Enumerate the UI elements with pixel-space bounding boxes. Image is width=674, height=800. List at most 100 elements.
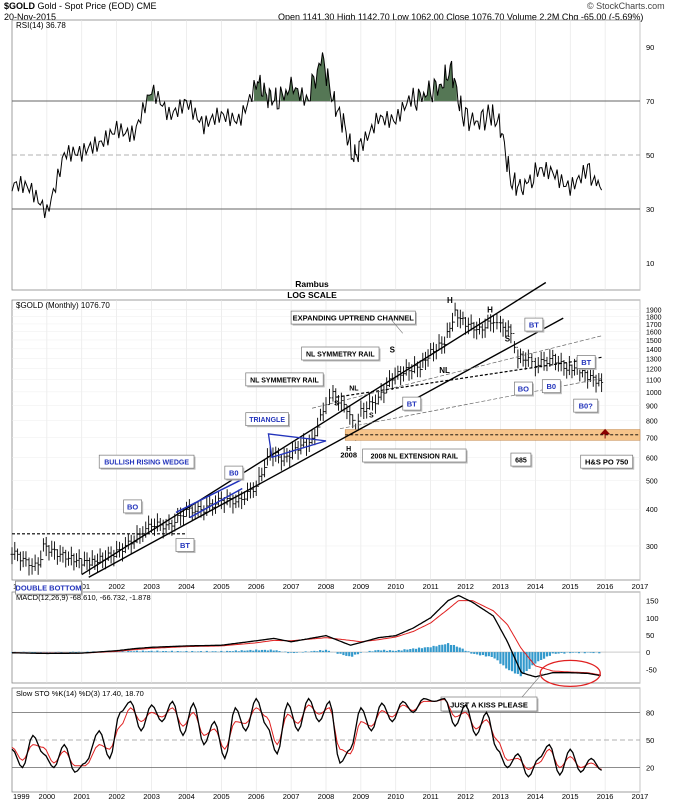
- label-bo-question-box: [573, 398, 599, 413]
- header-brand: © StockCharts.com: [587, 1, 665, 11]
- price-y-tick-label: 300: [646, 544, 658, 551]
- macd-histogram-bar: [290, 652, 293, 653]
- macd-histogram-bar: [205, 650, 208, 653]
- macd-histogram-bar: [351, 652, 354, 657]
- macd-histogram-bar: [313, 650, 316, 653]
- macd-histogram-bar: [319, 650, 322, 653]
- label-expanding-channel-box: [290, 310, 416, 325]
- label-bt-2004: BT: [180, 541, 190, 550]
- macd-histogram-bar: [449, 644, 453, 653]
- label-bo-2002: BO: [127, 502, 138, 511]
- macd-histogram-bar: [144, 651, 147, 653]
- macd-histogram-bar: [266, 650, 269, 653]
- rsi-overbought-fill: [418, 88, 421, 101]
- label-just-a-kiss-box: [440, 696, 538, 712]
- label-bo-2014: B0: [547, 382, 557, 391]
- macd-histogram-bar: [577, 652, 581, 654]
- macd-histogram-bar: [525, 652, 528, 672]
- rsi-y-tick-label: 10: [646, 259, 654, 268]
- macd-histogram-bar: [470, 652, 473, 654]
- macd-histogram-bar: [133, 651, 136, 653]
- macd-histogram-bar: [429, 647, 432, 653]
- macd-histogram-bar: [272, 650, 275, 653]
- macd-histogram-bar: [353, 652, 357, 655]
- price-x-tick-label: 2013: [492, 582, 509, 591]
- macd-histogram-bar: [510, 652, 514, 672]
- label-s-2008: S: [334, 400, 339, 407]
- macd-histogram-bar: [321, 650, 325, 653]
- macd-histogram-bar: [138, 651, 142, 653]
- label-hs-po: H&S PO 750: [585, 458, 628, 467]
- price-subtitle: LOG SCALE: [287, 290, 337, 300]
- macd-histogram-bar: [339, 652, 342, 654]
- macd-histogram-bar: [159, 651, 162, 653]
- label-nl-symmetry-rail-lower-box: [245, 372, 324, 387]
- leader-line: [388, 316, 403, 334]
- rsi-y-tick-label: 90: [646, 43, 654, 52]
- macd-y-tick-label: 0: [646, 648, 650, 657]
- label-2008: 2008: [340, 450, 357, 459]
- macd-histogram-bar: [423, 647, 426, 653]
- macd-histogram-bar: [461, 648, 464, 653]
- sto-x-tick-label: 2017: [632, 792, 649, 800]
- sto-x-tick-label: 2001: [73, 792, 90, 800]
- macd-histogram-bar: [45, 652, 48, 653]
- macd-histogram-bar: [153, 651, 156, 653]
- macd-histogram-bar: [598, 652, 601, 654]
- price-x-tick-label: 2015: [562, 582, 579, 591]
- macd-histogram-bar: [150, 650, 153, 653]
- sto-x-tick-label: 2016: [597, 792, 614, 800]
- macd-y-tick-label: 150: [646, 597, 659, 606]
- macd-histogram-bar: [380, 650, 383, 653]
- sto-legend: Slow STO %K(14) %D(3) 17.40, 18.70: [16, 689, 144, 698]
- sto-x-tick-label: 2002: [108, 792, 125, 800]
- header-symbol: $GOLD: [4, 1, 36, 11]
- macd-histogram-bar: [554, 652, 557, 654]
- macd-histogram-bar: [383, 649, 386, 653]
- macd-histogram-bar: [348, 652, 351, 657]
- wedge-lower-line: [189, 487, 243, 519]
- macd-histogram-bar: [473, 652, 476, 654]
- label-triangle: TRIANGLE: [249, 417, 285, 424]
- macd-histogram-bar: [60, 652, 63, 653]
- label-bo-question: B0?: [579, 402, 594, 411]
- sto-x-tick-label: 2010: [387, 792, 404, 800]
- macd-histogram-bar: [243, 650, 246, 653]
- price-y-tick-label: 1700: [646, 322, 662, 329]
- price-x-tick-label: 2010: [387, 582, 404, 591]
- sto-y-tick-label: 80: [646, 708, 654, 717]
- wedge-upper-line: [175, 478, 243, 514]
- macd-line: [12, 594, 601, 678]
- macd-histogram-bar: [569, 652, 572, 654]
- macd-histogram-bar: [255, 649, 258, 653]
- rsi-y-tick-label: 50: [646, 151, 654, 160]
- macd-histogram-bar: [551, 652, 554, 654]
- label-hs-po-box: [580, 454, 634, 469]
- rsi-y-tick-label: 70: [646, 97, 654, 106]
- price-x-tick-label: 2008: [318, 582, 335, 591]
- macd-histogram-bar: [179, 651, 182, 653]
- macd-histogram-bar: [385, 650, 389, 653]
- macd-histogram-bar: [394, 650, 397, 653]
- label-nl-extension-rail: 2008 NL EXTENSION RAIL: [371, 454, 459, 461]
- sto-y-tick-label: 20: [646, 764, 654, 773]
- macd-histogram-bar: [452, 644, 456, 653]
- macd-histogram-bar: [170, 650, 174, 653]
- price-y-tick-label: 1600: [646, 330, 662, 337]
- price-y-tick-label: 400: [646, 507, 658, 514]
- rsi-overbought-fill: [254, 74, 267, 101]
- rsi-y-tick-label: 30: [646, 205, 654, 214]
- macd-histogram-bar: [176, 650, 179, 653]
- macd-histogram-bar: [162, 651, 165, 653]
- macd-histogram-bar: [438, 644, 441, 653]
- sto-x-tick-label: 2008: [318, 792, 335, 800]
- label-bo-2013: BO: [518, 385, 529, 394]
- sto-x-tick-label: 1999: [13, 792, 30, 800]
- macd-histogram-bar: [557, 652, 560, 654]
- macd-histogram-bar: [481, 652, 485, 656]
- macd-histogram-bar: [269, 649, 272, 653]
- price-y-tick-label: 1000: [646, 390, 662, 397]
- macd-histogram-bar: [287, 652, 290, 654]
- macd-histogram-bar: [435, 646, 438, 653]
